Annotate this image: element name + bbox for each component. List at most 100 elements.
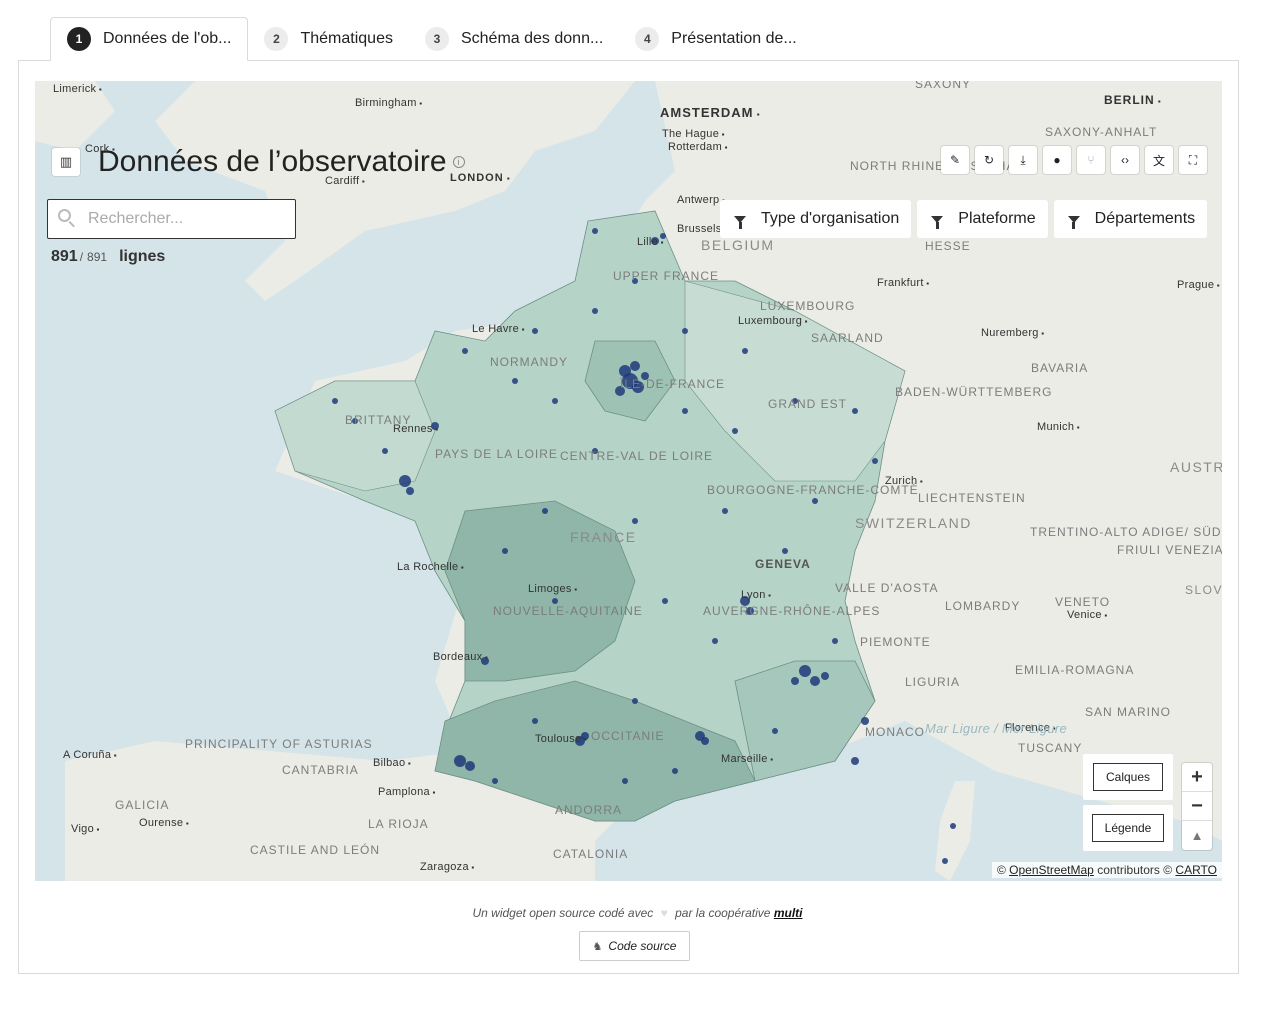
map-label: Lille (637, 236, 664, 248)
filter-icon (931, 215, 944, 229)
map-label: TRENTINO-ALTO ADIGE/ SÜDTIROL (1030, 525, 1222, 540)
map-label: Brussels (677, 223, 727, 235)
search-icon (58, 209, 78, 229)
osm-link[interactable]: OpenStreetMap (1009, 863, 1094, 877)
tab-label: Présentation de... (671, 30, 797, 47)
map-label: ANDORRA (555, 803, 623, 817)
title-row: ▥ Données de l’observatoire i (52, 145, 465, 179)
map-label: NORMANDY (490, 355, 569, 369)
map-label: Ourense (139, 817, 189, 829)
code-icon[interactable]: ‹› (1111, 146, 1139, 174)
map-toolbar: ✎ ↻ ⤓ ● ⑂ ‹› 文 ⛶ (941, 146, 1207, 174)
count-shown: 891 (51, 248, 78, 265)
map-label: VALLE D'AOSTA (835, 581, 939, 595)
map-label: MONACO (865, 725, 925, 739)
reload-icon[interactable]: ↻ (975, 146, 1003, 174)
filter-icon (734, 215, 746, 229)
map-label: PIEMONTE (860, 635, 931, 649)
map-label: AMSTERDAM (660, 105, 761, 120)
map-label: BOURGOGNE-FRANCHE-COMTÉ (707, 483, 918, 498)
map-label: CATALONIA (553, 847, 629, 861)
map-label: Marseille (721, 753, 773, 765)
compass-icon[interactable]: ▲ (1190, 828, 1204, 843)
filter-type-organisation[interactable]: Type d'organisation (720, 200, 912, 238)
map-label: PRINCIPALITY OF ASTURIAS (185, 737, 372, 752)
heart-icon: ♥ (660, 906, 668, 920)
legend-button[interactable]: Légende (1091, 814, 1165, 842)
gitlab-icon: ♞ (592, 940, 603, 953)
tab-schema[interactable]: 3 Schéma des donn... (409, 17, 619, 61)
map-label: SLOVEN (1185, 583, 1222, 597)
map-label: Le Havre (472, 323, 525, 335)
count-unit: lignes (119, 248, 166, 265)
map-label: BELGIUM (701, 237, 775, 253)
map-label: Nuremberg (981, 327, 1044, 339)
fullscreen-icon[interactable]: ⛶ (1179, 146, 1207, 174)
filter-plateforme[interactable]: Plateforme (917, 200, 1048, 238)
row-counter: 891 / 891 lignes (51, 248, 166, 265)
map-label: Limoges (528, 583, 577, 595)
map-label: ÎLE-DE-FRANCE (620, 377, 726, 391)
multi-link[interactable]: multi (773, 906, 803, 920)
map-label: Munich (1037, 421, 1080, 433)
search-input[interactable] (86, 209, 276, 229)
map-label: LONDON (450, 172, 511, 184)
map-label: OCCITANIE (591, 729, 665, 743)
pencil-icon[interactable]: ✎ (941, 146, 969, 174)
map-label: The Hague (662, 128, 725, 140)
page-title: Données de l’observatoire (98, 145, 447, 178)
map-label: Venice (1067, 609, 1108, 621)
tab-number: 3 (424, 27, 449, 51)
map-label: EMILIA-ROMAGNA (1015, 663, 1135, 677)
zoom-control: + − ▲ (1182, 763, 1212, 850)
map-label: SAARLAND (811, 331, 884, 345)
map-label: SAXONY (915, 81, 972, 91)
layers-button[interactable]: Calques (1092, 763, 1164, 791)
user-icon[interactable]: ● (1043, 146, 1071, 174)
tab-presentation[interactable]: 4 Présentation de... (619, 17, 812, 61)
map-label: Vigo (71, 823, 100, 835)
map-label: Toulouse (535, 733, 587, 745)
map-label: Frankfurt (877, 277, 929, 289)
filter-departements[interactable]: Départements (1053, 200, 1208, 238)
map-label: Limerick (53, 83, 102, 95)
download-icon[interactable]: ⤓ (1009, 146, 1037, 174)
zoom-out-button[interactable]: − (1182, 792, 1212, 821)
carto-link[interactable]: CARTO (1175, 863, 1217, 877)
map-label: GRAND EST (768, 397, 848, 411)
map-label: Zaragoza (420, 861, 475, 873)
map-label: GENEVA (755, 557, 811, 571)
filter-label: Plateforme (958, 210, 1036, 227)
map-label: SWITZERLAND (855, 515, 972, 531)
map-label: A Coruña (63, 749, 117, 761)
map-label: Rennes (393, 423, 438, 435)
tab-thematiques[interactable]: 2 Thématiques (248, 17, 409, 61)
git-branch-icon[interactable]: ⑂ (1077, 146, 1105, 174)
map-label: NORTH RHINE-WESTPHALIA (850, 159, 1035, 173)
map-label: CENTRE-VAL DE LOIRE (560, 449, 712, 464)
map-label: SAN MARINO (1085, 705, 1172, 719)
map-label: Cardiff (325, 175, 365, 187)
translate-icon[interactable]: 文 (1145, 146, 1173, 174)
map-label: LIGURIA (905, 675, 961, 689)
map-icon[interactable]: ▥ (52, 148, 80, 176)
map-label: SAXONY-ANHALT (1045, 125, 1158, 139)
map-label: Bilbao (373, 757, 411, 769)
map-base-layer (35, 81, 1222, 881)
tab-bar: 1 Données de l'ob... 2 Thématiques 3 Sch… (50, 17, 813, 61)
search-field[interactable] (47, 199, 296, 239)
tab-donnees[interactable]: 1 Données de l'ob... (50, 17, 249, 61)
map-label: LOMBARDY (945, 599, 1021, 613)
zoom-in-button[interactable]: + (1182, 763, 1212, 792)
map-label: Bordeaux (433, 651, 488, 663)
source-code-button[interactable]: ♞ Code source (579, 931, 690, 961)
info-icon[interactable]: i (452, 156, 465, 168)
tab-label: Schéma des donn... (460, 30, 604, 47)
filter-icon (1067, 215, 1080, 229)
map-label: Lyon (741, 589, 771, 601)
count-total: 891 (87, 250, 108, 264)
map-label: BADEN-WÜRTTEMBERG (895, 385, 1053, 399)
map-label: Mar Ligure / Mer Ligure (925, 721, 1067, 736)
map-label: Birmingham (355, 97, 422, 109)
map-label: Florence (1005, 722, 1056, 734)
